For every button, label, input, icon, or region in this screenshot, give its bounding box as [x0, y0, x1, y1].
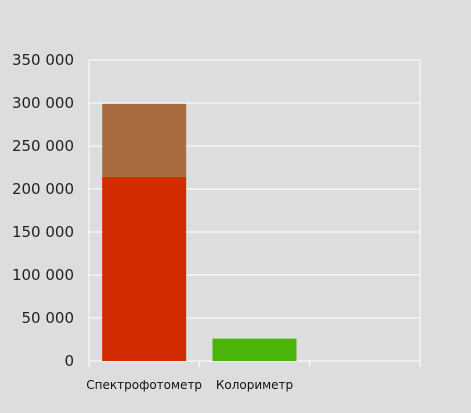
axes: 0 50 000 100 000 150 000 200 000 250 000 300 0… — [12, 51, 293, 392]
bar-segment — [212, 338, 297, 361]
y-tick-label: 0 — [64, 352, 74, 370]
bar-segment — [102, 176, 187, 361]
y-tick-label: 100 000 — [12, 266, 74, 284]
bar-segment — [102, 103, 187, 177]
y-tick-label: 200 000 — [12, 180, 74, 198]
bars — [102, 103, 297, 361]
y-tick-label: 150 000 — [12, 223, 74, 241]
y-tick-label: 50 000 — [22, 309, 75, 327]
y-tick-label: 350 000 — [12, 51, 74, 69]
y-tick-label: 250 000 — [12, 137, 74, 155]
x-tick-label: Спектрофотометр — [86, 378, 202, 392]
y-tick-label: 300 000 — [12, 94, 74, 112]
x-tick-label: Колориметр — [216, 378, 293, 392]
